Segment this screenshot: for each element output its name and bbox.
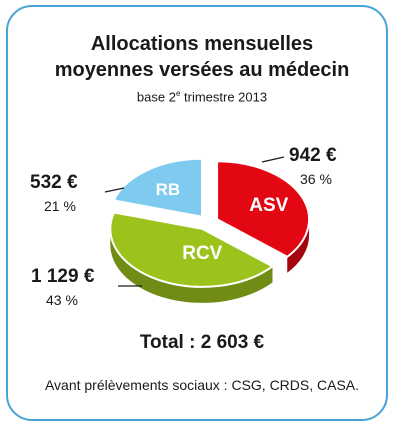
percent-label-rcv: 43 % xyxy=(46,292,78,308)
pie-slice-rb xyxy=(112,157,204,218)
chart-footnote: Avant prélèvements sociaux : CSG, CRDS, … xyxy=(44,377,360,393)
chart-title-line-2: moyennes versées au médecin xyxy=(54,59,350,81)
chart-title-line-1: Allocations mensuelles xyxy=(90,33,314,55)
slice-label-rcv: RCV xyxy=(182,243,222,264)
percent-label-rb: 21 % xyxy=(44,198,76,214)
pie-slice-asv xyxy=(216,160,311,258)
slice-label-asv: ASV xyxy=(249,195,288,216)
subtitle-superscript: e xyxy=(175,89,181,98)
leader-line-rb xyxy=(104,187,125,193)
chart-subtitle: base 2e trimestre 2013 xyxy=(0,89,404,104)
amount-label-rb: 532 € xyxy=(30,172,78,193)
amount-label-rcv: 1 129 € xyxy=(31,266,95,287)
percent-label-asv: 36 % xyxy=(300,171,332,187)
pie-slices: ASV RCV RB xyxy=(109,157,311,303)
subtitle-rest: trimestre 2013 xyxy=(180,89,268,105)
chart-total: Total : 2 603 € xyxy=(139,332,265,353)
pie-slice-rcv xyxy=(109,211,275,288)
slice-label-rb: RB xyxy=(156,180,181,199)
leader-lines xyxy=(104,156,285,287)
subtitle-main: base 2 xyxy=(136,89,176,105)
amount-label-asv: 942 € xyxy=(289,145,337,166)
leader-line-asv xyxy=(261,156,285,163)
pie-wall-asv xyxy=(287,219,310,273)
